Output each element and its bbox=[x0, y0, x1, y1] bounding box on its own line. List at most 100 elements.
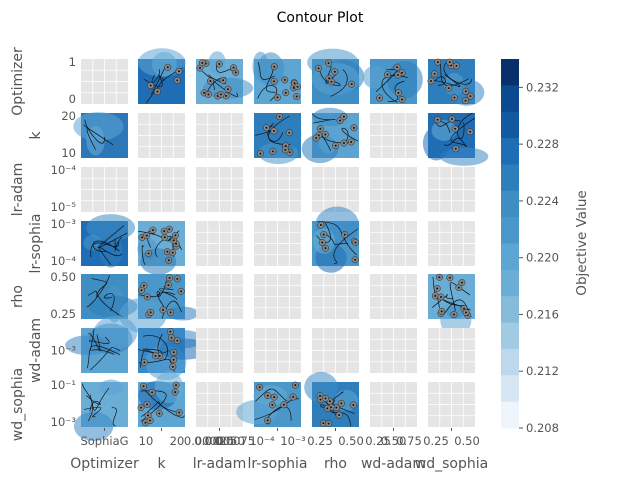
trial-point-center bbox=[140, 289, 143, 292]
trial-point-center bbox=[156, 90, 159, 93]
colorbar-tick-label: 0.208 bbox=[526, 421, 559, 435]
trial-point-center bbox=[149, 419, 152, 422]
trial-point-center bbox=[140, 406, 143, 409]
subplot-Optimizer-vs-Optimizer bbox=[81, 59, 128, 104]
contour-line bbox=[98, 246, 123, 266]
subplot-wd_sophia-vs-k bbox=[137, 371, 185, 427]
y-tick-label: 0.25 bbox=[50, 307, 76, 321]
contour-band bbox=[86, 214, 136, 242]
contour-line bbox=[449, 282, 471, 311]
trial-point-center bbox=[352, 403, 355, 406]
trial-point-center bbox=[342, 142, 345, 145]
trial-point-center bbox=[170, 336, 173, 339]
x-axis-label: rho bbox=[324, 456, 347, 472]
trial-point-center bbox=[324, 397, 327, 400]
trial-point-center bbox=[315, 136, 318, 139]
trial-point-center bbox=[225, 94, 228, 97]
contour-line bbox=[86, 127, 96, 150]
subplot-k-vs-rho bbox=[301, 107, 359, 164]
x-tick-label: 0.0050 bbox=[205, 434, 245, 448]
subplot-Optimizer-vs-rho bbox=[307, 48, 365, 104]
contour-band bbox=[304, 371, 338, 403]
trial-point-center bbox=[174, 391, 177, 394]
trial-point-center bbox=[258, 386, 261, 389]
contour-line bbox=[143, 335, 169, 360]
contour-line bbox=[319, 67, 341, 87]
y-tick-labels: 10201010⁻⁴10⁻⁵10⁻³10⁻⁴0.500.2510⁻³10⁻¹10… bbox=[50, 55, 76, 429]
contour-band bbox=[362, 65, 387, 89]
y-axis-label: k bbox=[28, 131, 44, 140]
trial-point-center bbox=[176, 79, 179, 82]
trial-point-center bbox=[284, 144, 287, 147]
colorbar-level bbox=[501, 243, 519, 271]
trial-point-center bbox=[174, 234, 177, 237]
subplot-rho-vs-wd_sophia bbox=[428, 273, 475, 338]
trial-point-center bbox=[339, 119, 342, 122]
trial-point-center bbox=[266, 394, 269, 397]
trial-point-center bbox=[151, 229, 154, 232]
trial-point-center bbox=[178, 411, 181, 414]
trial-point-center bbox=[218, 63, 221, 66]
trial-point-center bbox=[354, 258, 357, 261]
contour-line bbox=[89, 336, 110, 344]
colorbar-level bbox=[501, 375, 519, 403]
trial-point-center bbox=[172, 351, 175, 354]
trial-point-center bbox=[464, 99, 467, 102]
contour-band bbox=[99, 233, 123, 268]
y-tick-label: 0 bbox=[69, 92, 76, 106]
trial-point-center bbox=[166, 66, 169, 69]
trial-point-center bbox=[167, 259, 170, 262]
trial-point-center bbox=[273, 80, 276, 83]
trial-point-center bbox=[455, 64, 458, 67]
contour-band bbox=[167, 306, 199, 321]
trial-point-center bbox=[464, 90, 467, 93]
trial-point-center bbox=[319, 398, 322, 401]
x-axis-label: lr-adam bbox=[193, 456, 246, 472]
x-tick-label: 0.0000 bbox=[184, 434, 224, 448]
trial-point-center bbox=[319, 224, 322, 227]
subplot-k-vs-Optimizer bbox=[73, 112, 128, 158]
contour-band bbox=[154, 371, 184, 404]
trial-point-center bbox=[333, 70, 336, 73]
trial-point-center bbox=[168, 276, 171, 279]
trial-point-center bbox=[272, 129, 275, 132]
contour-line bbox=[312, 113, 336, 124]
trial-point-center bbox=[401, 98, 404, 101]
trial-point-center bbox=[154, 354, 157, 357]
trial-point-center bbox=[169, 311, 172, 314]
subplot-k-vs-k bbox=[138, 113, 185, 158]
contour-band bbox=[440, 147, 489, 166]
trial-point-center bbox=[378, 96, 381, 99]
x-tick-label: 0.50 bbox=[454, 434, 480, 448]
colorbar-tick-label: 0.216 bbox=[526, 307, 559, 321]
trial-point-center bbox=[163, 230, 166, 233]
trial-point-center bbox=[454, 127, 457, 130]
y-axis-label: Optimizer bbox=[10, 47, 26, 116]
trial-point-center bbox=[142, 385, 145, 388]
trial-point-center bbox=[397, 91, 400, 94]
trial-point-center bbox=[146, 295, 149, 298]
trial-point-center bbox=[209, 80, 212, 83]
trial-point-center bbox=[396, 66, 399, 69]
subplot-lr-sophia-vs-Optimizer bbox=[81, 214, 136, 268]
subplot-rho-vs-lr-sophia bbox=[254, 274, 301, 319]
trial-point-center bbox=[324, 133, 327, 136]
trial-point-center bbox=[338, 414, 341, 417]
contour-line bbox=[443, 62, 472, 85]
trial-point-center bbox=[469, 130, 472, 133]
contour-line bbox=[341, 127, 359, 142]
trial-point-center bbox=[201, 61, 204, 64]
contour-band bbox=[73, 112, 124, 141]
x-axis-label: wd-adam bbox=[361, 456, 426, 472]
contour-line bbox=[208, 74, 227, 90]
trial-point-center bbox=[149, 84, 152, 87]
contour-band bbox=[73, 411, 114, 441]
subplot-wd_sophia-vs-lr-sophia bbox=[236, 381, 301, 427]
trial-point-center bbox=[149, 311, 152, 314]
colorbar-level bbox=[501, 401, 519, 429]
trial-point-center bbox=[452, 313, 455, 316]
trial-point-center bbox=[436, 118, 439, 121]
trial-point-center bbox=[177, 70, 180, 73]
trial-point-center bbox=[167, 284, 170, 287]
contour-line bbox=[457, 112, 473, 139]
